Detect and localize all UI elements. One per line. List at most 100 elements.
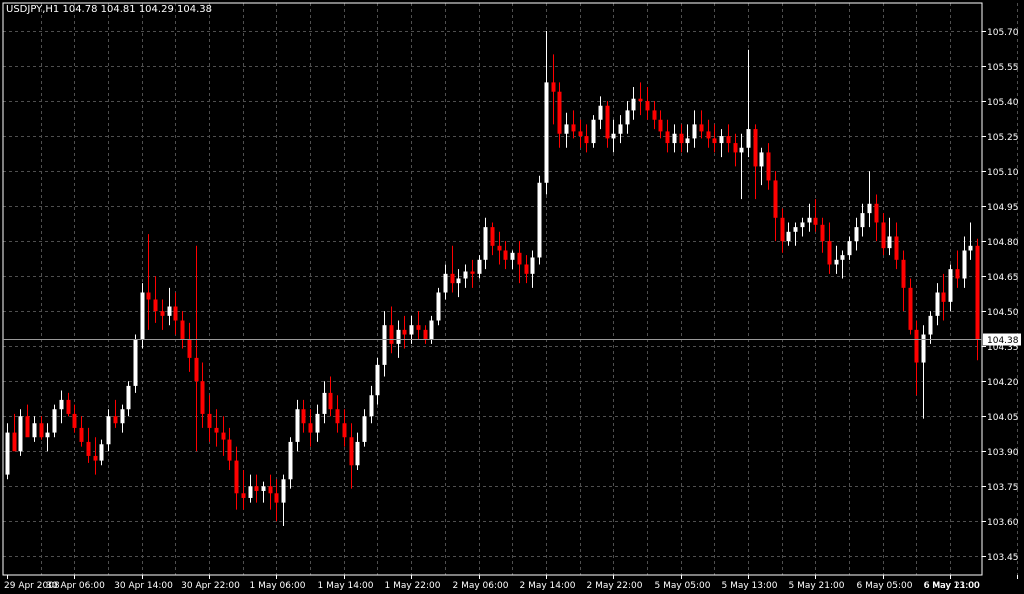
candle	[382, 311, 387, 377]
candle	[860, 203, 865, 237]
y-tick-label: 103.90	[987, 448, 1019, 458]
y-tick-label: 105.10	[987, 168, 1019, 178]
candle	[733, 133, 738, 167]
candle	[335, 395, 340, 433]
candle-body	[288, 441, 293, 480]
candle	[591, 115, 596, 148]
candle	[436, 287, 441, 326]
x-tick-label: 1 May 14:00	[318, 581, 374, 591]
candle-body	[402, 329, 407, 335]
y-tick-label: 104.05	[987, 413, 1019, 423]
candle-body	[52, 409, 57, 433]
candle	[66, 392, 71, 417]
candle-body	[739, 147, 744, 153]
candle-body	[221, 432, 226, 440]
x-tick-label: 5 May 21:00	[789, 581, 845, 591]
candle-body	[194, 357, 199, 382]
candle-body	[827, 241, 832, 265]
candle-body	[362, 416, 367, 442]
candle	[780, 208, 785, 253]
candle	[786, 222, 791, 246]
candle	[537, 175, 542, 265]
candle	[214, 409, 219, 447]
candle-body	[786, 231, 791, 242]
candle-body	[867, 203, 872, 214]
candle	[652, 101, 657, 130]
x-tick-label: 6 May 13:00	[924, 581, 980, 591]
x-tick-label: 5 May 13:00	[722, 581, 778, 591]
candle-body	[530, 257, 535, 274]
candle-body	[180, 320, 185, 340]
candle	[362, 409, 367, 447]
candle-body	[99, 444, 104, 461]
candle	[349, 423, 354, 489]
x-tick-label: 6 May 21:00	[924, 581, 980, 591]
candle-body	[618, 124, 623, 134]
candle	[133, 334, 138, 393]
candle	[578, 119, 583, 148]
candle-body	[423, 329, 428, 340]
candle	[901, 250, 906, 312]
candle-body	[645, 101, 650, 111]
candle	[645, 87, 650, 120]
candle	[274, 479, 279, 522]
candle	[847, 236, 852, 260]
candle-body	[766, 152, 771, 181]
candle-body	[281, 479, 286, 503]
candle-body	[126, 385, 131, 410]
candle	[194, 245, 199, 452]
y-tick-label: 104.95	[987, 203, 1019, 213]
candle-body	[497, 245, 502, 251]
candle	[726, 124, 731, 153]
candle	[106, 409, 111, 452]
candle-body	[470, 271, 475, 274]
candle-body	[429, 320, 434, 340]
candle	[59, 390, 64, 424]
candle-body	[200, 381, 205, 414]
candle	[93, 437, 98, 475]
candle-body	[948, 269, 953, 302]
candle-body	[167, 306, 172, 316]
candle	[679, 124, 684, 153]
candle-body	[699, 124, 704, 132]
candle	[39, 416, 44, 440]
candle-body	[928, 315, 933, 335]
candle	[248, 474, 253, 503]
candle	[12, 413, 17, 452]
candle-body	[248, 486, 253, 498]
x-tick-label: 2 May 06:00	[453, 581, 509, 591]
candle	[840, 250, 845, 279]
candle-body	[598, 105, 603, 120]
candle	[510, 250, 515, 270]
candle-body	[5, 432, 10, 475]
candle-body	[322, 392, 327, 414]
candle	[739, 133, 744, 200]
candle-body	[241, 493, 246, 498]
candle	[746, 49, 751, 158]
candle	[625, 101, 630, 134]
candle-body	[712, 138, 717, 144]
candle-body	[207, 413, 212, 428]
candle	[483, 217, 488, 270]
y-tick-label: 105.55	[987, 63, 1019, 73]
candle-body	[477, 259, 482, 274]
candle	[113, 399, 118, 428]
candle	[207, 395, 212, 442]
grid-lines	[3, 3, 1018, 575]
y-tick-label: 105.85	[987, 0, 1019, 3]
candle-body	[315, 413, 320, 433]
y-tick-label: 104.50	[987, 308, 1019, 318]
candle-body	[25, 416, 30, 438]
candle	[935, 283, 940, 326]
candle	[375, 357, 380, 405]
candle	[477, 255, 482, 279]
candle-body	[295, 409, 300, 442]
candle	[854, 217, 859, 251]
candle-body	[328, 392, 333, 410]
candle	[86, 427, 91, 463]
y-tick-label: 104.35	[987, 343, 1019, 353]
candle-body	[510, 252, 515, 260]
candle	[557, 82, 562, 148]
candle-body	[93, 455, 98, 461]
